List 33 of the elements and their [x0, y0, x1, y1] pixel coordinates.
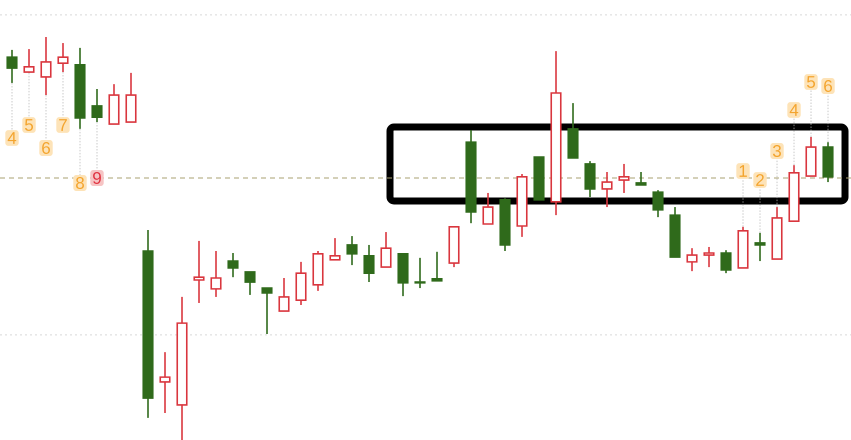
candlestick [329, 237, 341, 261]
candlestick [635, 171, 647, 186]
candlestick [601, 171, 613, 208]
candlestick [210, 250, 222, 298]
candlestick [227, 252, 239, 278]
candlestick [261, 287, 273, 335]
candlestick [703, 246, 715, 268]
candlestick [159, 351, 171, 414]
annotation: 2 [756, 174, 764, 186]
annotation: 6 [42, 142, 50, 154]
candlestick [652, 189, 664, 218]
candlestick [380, 231, 392, 268]
candlestick [193, 240, 205, 304]
candlestick [278, 277, 290, 312]
annotation: 7 [59, 119, 67, 131]
candlestick [244, 271, 256, 296]
annotation: 1 [740, 165, 747, 177]
annotation: 8 [76, 177, 84, 189]
annotation: 6 [824, 80, 832, 92]
annotation: 4 [8, 132, 16, 144]
annotation: 3 [772, 145, 781, 157]
candlestick [431, 250, 443, 282]
candlestick [414, 257, 426, 289]
candlestick [720, 249, 732, 274]
candlestick [618, 163, 630, 194]
annotation: 5 [806, 76, 816, 88]
annotation: 9 [93, 172, 101, 184]
annotation: 4 [790, 104, 798, 116]
candlestick [482, 192, 494, 225]
annotation: 5 [24, 119, 33, 131]
candlestick [363, 244, 375, 283]
candlestick [346, 235, 358, 266]
candlestick [686, 247, 698, 272]
